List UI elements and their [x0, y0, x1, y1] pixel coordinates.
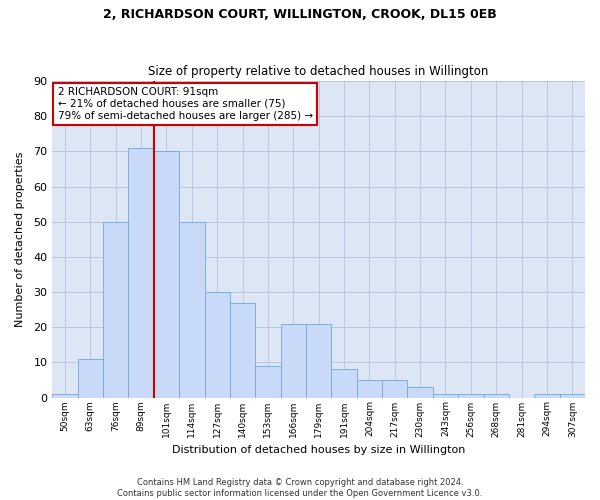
- Bar: [331, 370, 357, 398]
- Bar: [306, 324, 331, 398]
- Bar: [382, 380, 407, 398]
- Bar: [560, 394, 585, 398]
- Title: Size of property relative to detached houses in Willington: Size of property relative to detached ho…: [148, 66, 489, 78]
- Text: 2, RICHARDSON COURT, WILLINGTON, CROOK, DL15 0EB: 2, RICHARDSON COURT, WILLINGTON, CROOK, …: [103, 8, 497, 20]
- Y-axis label: Number of detached properties: Number of detached properties: [15, 152, 25, 327]
- Bar: [281, 324, 306, 398]
- Bar: [230, 302, 255, 398]
- Bar: [52, 394, 77, 398]
- Bar: [103, 222, 128, 398]
- Bar: [433, 394, 458, 398]
- Bar: [154, 152, 179, 398]
- Text: 2 RICHARDSON COURT: 91sqm
← 21% of detached houses are smaller (75)
79% of semi-: 2 RICHARDSON COURT: 91sqm ← 21% of detac…: [58, 88, 313, 120]
- Bar: [534, 394, 560, 398]
- Bar: [407, 387, 433, 398]
- Bar: [357, 380, 382, 398]
- Bar: [205, 292, 230, 398]
- Bar: [128, 148, 154, 398]
- Bar: [77, 359, 103, 398]
- Bar: [179, 222, 205, 398]
- Bar: [484, 394, 509, 398]
- Text: Contains HM Land Registry data © Crown copyright and database right 2024.
Contai: Contains HM Land Registry data © Crown c…: [118, 478, 482, 498]
- Bar: [255, 366, 281, 398]
- X-axis label: Distribution of detached houses by size in Willington: Distribution of detached houses by size …: [172, 445, 466, 455]
- Bar: [458, 394, 484, 398]
